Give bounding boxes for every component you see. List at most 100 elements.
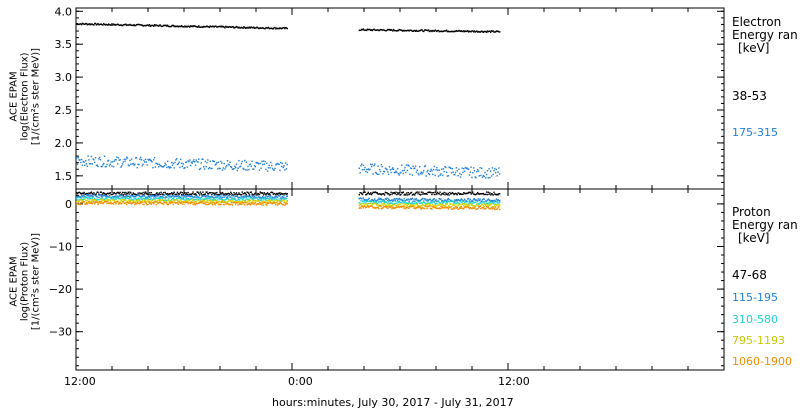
data-point-795-1193 xyxy=(242,201,244,204)
data-point-310-580 xyxy=(148,196,150,199)
data-point-795-1193 xyxy=(486,204,489,206)
data-point-1060-1900 xyxy=(100,200,102,203)
data-point-310-580 xyxy=(448,200,450,203)
data-point-1060-1900 xyxy=(365,206,368,208)
data-point-175-315 xyxy=(88,159,90,161)
data-point-115-195 xyxy=(146,197,148,199)
data-point-47-68 xyxy=(216,191,218,194)
data-point-795-1193 xyxy=(103,200,106,202)
x-tick-label-1: 0:00 xyxy=(288,375,313,388)
data-point-38-53 xyxy=(110,24,112,26)
data-point-47-68 xyxy=(104,193,107,195)
data-point-175-315 xyxy=(423,169,425,172)
data-point-47-68 xyxy=(268,193,270,195)
data-point-38-53 xyxy=(468,30,471,33)
data-point-115-195 xyxy=(420,198,423,201)
data-point-175-315 xyxy=(193,159,195,161)
data-point-38-53 xyxy=(123,23,125,26)
data-point-175-315 xyxy=(228,164,230,166)
data-point-1060-1900 xyxy=(158,201,161,203)
data-point-795-1193 xyxy=(457,203,459,205)
data-point-1060-1900 xyxy=(472,207,474,209)
data-point-38-53 xyxy=(88,23,90,26)
data-point-1060-1900 xyxy=(241,201,243,203)
data-point-115-195 xyxy=(387,199,389,202)
data-point-47-68 xyxy=(134,193,136,195)
data-point-795-1193 xyxy=(418,205,420,207)
data-point-310-580 xyxy=(84,197,86,200)
data-point-38-53 xyxy=(430,29,432,32)
data-point-47-68 xyxy=(113,192,116,194)
data-point-175-315 xyxy=(363,168,365,171)
data-point-795-1193 xyxy=(103,199,105,202)
data-point-795-1193 xyxy=(188,199,190,202)
data-point-1060-1900 xyxy=(280,202,283,205)
data-point-115-195 xyxy=(171,195,173,198)
data-point-47-68 xyxy=(191,192,193,195)
data-point-1060-1900 xyxy=(139,203,141,205)
data-point-175-315 xyxy=(286,163,288,166)
data-point-795-1193 xyxy=(375,204,378,206)
data-point-310-580 xyxy=(457,202,459,204)
data-point-795-1193 xyxy=(475,205,477,207)
data-point-310-580 xyxy=(124,198,126,200)
data-point-47-68 xyxy=(262,194,265,196)
data-point-175-315 xyxy=(393,171,396,174)
data-point-38-53 xyxy=(243,26,246,29)
data-point-175-315 xyxy=(407,164,409,166)
data-point-115-195 xyxy=(97,196,99,199)
data-point-47-68 xyxy=(238,192,240,194)
data-point-1060-1900 xyxy=(148,201,150,203)
data-point-310-580 xyxy=(153,198,156,200)
data-point-310-580 xyxy=(246,198,248,200)
data-point-310-580 xyxy=(242,198,244,200)
data-point-38-53 xyxy=(276,27,279,30)
data-point-38-53 xyxy=(122,24,125,26)
data-point-38-53 xyxy=(84,23,86,26)
data-point-795-1193 xyxy=(119,198,121,201)
data-point-47-68 xyxy=(149,194,152,196)
data-point-175-315 xyxy=(429,170,432,172)
data-point-47-68 xyxy=(412,193,414,196)
data-point-310-580 xyxy=(424,202,427,204)
data-point-310-580 xyxy=(113,198,116,201)
data-point-310-580 xyxy=(445,201,448,204)
data-point-38-53 xyxy=(176,25,179,27)
data-point-310-580 xyxy=(223,199,225,202)
data-point-47-68 xyxy=(115,193,117,195)
data-point-1060-1900 xyxy=(121,201,124,203)
data-point-310-580 xyxy=(150,197,152,199)
data-point-1060-1900 xyxy=(450,208,453,210)
data-point-310-580 xyxy=(146,198,148,200)
data-point-1060-1900 xyxy=(271,202,273,205)
data-point-175-315 xyxy=(478,175,480,177)
data-point-175-315 xyxy=(390,171,392,174)
data-point-1060-1900 xyxy=(491,208,494,210)
data-point-175-315 xyxy=(205,166,207,168)
data-point-38-53 xyxy=(436,30,438,33)
data-point-47-68 xyxy=(123,191,125,194)
data-point-795-1193 xyxy=(139,201,141,203)
data-point-310-580 xyxy=(184,199,187,201)
data-point-38-53 xyxy=(477,30,480,33)
data-point-115-195 xyxy=(254,197,257,199)
data-point-38-53 xyxy=(89,23,91,25)
data-point-175-315 xyxy=(133,164,135,166)
data-point-1060-1900 xyxy=(280,201,282,204)
data-point-310-580 xyxy=(429,201,432,204)
data-point-38-53 xyxy=(473,30,476,32)
data-point-310-580 xyxy=(171,199,173,201)
data-point-795-1193 xyxy=(206,199,208,201)
data-point-38-53 xyxy=(236,26,239,28)
data-point-795-1193 xyxy=(106,199,108,201)
data-point-175-315 xyxy=(237,167,239,169)
data-point-1060-1900 xyxy=(157,202,159,205)
data-point-175-315 xyxy=(156,162,158,165)
data-point-115-195 xyxy=(112,196,114,198)
data-point-115-195 xyxy=(261,197,263,199)
data-point-38-53 xyxy=(85,23,88,25)
data-point-310-580 xyxy=(358,202,360,204)
data-point-795-1193 xyxy=(86,199,89,201)
data-point-795-1193 xyxy=(491,205,494,208)
data-point-47-68 xyxy=(164,191,166,194)
